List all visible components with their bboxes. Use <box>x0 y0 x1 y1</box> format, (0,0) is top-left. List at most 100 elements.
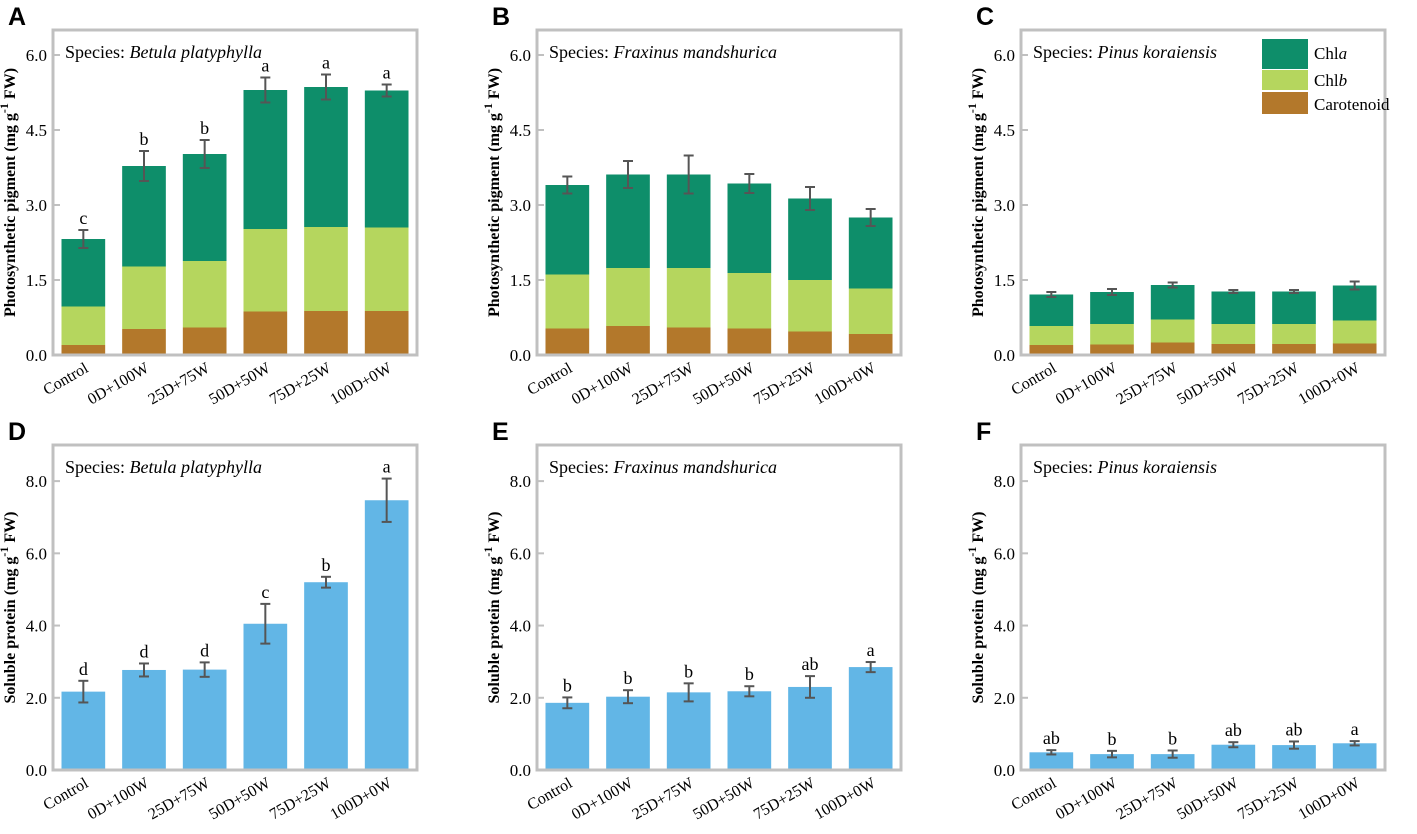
legend-chla-swatch <box>1262 39 1308 69</box>
sig-label-a-4: a <box>322 53 330 73</box>
ytick-b-4: 6.0 <box>510 46 531 65</box>
bar-d-3 <box>243 623 288 770</box>
bar-d-4 <box>304 582 348 770</box>
sig-label-a-1: b <box>140 129 149 149</box>
errorbar-d-4 <box>321 575 331 589</box>
bar-a-carotenoid-5 <box>364 311 409 355</box>
errorbar-b-2 <box>683 154 694 195</box>
species-label-a: Species: Betula platyphylla <box>65 42 262 62</box>
xtick-e-4: 75D+25W <box>751 774 819 823</box>
ytick-e-1: 2.0 <box>510 689 531 708</box>
bar-c-carotenoid-0 <box>1029 345 1074 355</box>
bar-a-carotenoid-4 <box>304 311 348 355</box>
ylabel-e-sup: -1 <box>481 547 495 557</box>
species-name-c: Pinus koraiensis <box>1097 42 1218 62</box>
panel-d: DdControld0D+100Wd25D+75Wc50D+50Wb75D+25… <box>0 418 419 823</box>
errorbar-d-3 <box>260 602 271 645</box>
xtick-c-3: 50D+50W <box>1174 359 1242 408</box>
xtick-d-4: 75D+25W <box>267 774 335 823</box>
xtick-c-1: 0D+100W <box>1053 359 1121 408</box>
errorbar-d-5 <box>381 477 392 523</box>
bar-d-5 <box>364 500 409 770</box>
errorbar-a-0 <box>78 229 89 249</box>
errorbar-c-3 <box>1228 289 1239 294</box>
legend-carotenoid-label: Carotenoid <box>1314 95 1390 114</box>
bar-e-0 <box>545 702 590 770</box>
sig-label-d-3: c <box>261 582 269 602</box>
ytick-f-0: 0.0 <box>994 761 1015 780</box>
ylabel-d: Soluble protein (mg g-1 FW) <box>0 512 19 704</box>
bar-c-chlb-5 <box>1332 320 1377 344</box>
ytick-e-3: 6.0 <box>510 544 531 563</box>
panel-f-letter: F <box>976 418 991 446</box>
bar-c-carotenoid-3 <box>1211 344 1256 355</box>
ylabel-b-end: FW) <box>486 68 503 103</box>
ytick-b-3: 4.5 <box>510 121 531 140</box>
bar-c-chla-3 <box>1211 291 1256 324</box>
xtick-b-3: 50D+50W <box>690 359 758 408</box>
bar-b-chla-4 <box>788 198 832 280</box>
species-label-d: Species: Betula platyphylla <box>65 457 262 477</box>
sig-label-f-3: ab <box>1225 720 1242 740</box>
legend-chlb-swatch <box>1262 70 1308 90</box>
panel-e-letter: E <box>492 418 509 446</box>
ylabel-a-main: Photosynthetic pigment (mg g <box>2 113 19 317</box>
panel-c-letter: C <box>976 3 994 31</box>
ytick-c-4: 6.0 <box>994 46 1015 65</box>
ylabel-d-sup: -1 <box>0 547 11 557</box>
bar-e-2 <box>666 692 711 770</box>
ylabel-f-end: FW) <box>970 512 987 547</box>
sig-label-e-3: b <box>745 664 754 684</box>
ylabel-f: Soluble protein (mg g-1 FW) <box>965 512 987 704</box>
bar-e-1 <box>606 696 650 770</box>
species-label-c: Species: Pinus koraiensis <box>1033 42 1217 62</box>
errorbar-c-0 <box>1046 291 1057 298</box>
plots-layer: AcControlb0D+100Wb25D+75Wa50D+50Wa75D+25… <box>0 3 1387 823</box>
bar-f-5 <box>1332 743 1377 770</box>
species-prefix-e: Species: <box>549 457 614 477</box>
bar-d-0 <box>61 691 106 770</box>
ylabel-c-end: FW) <box>970 68 987 103</box>
ytick-d-4: 8.0 <box>26 472 47 491</box>
sig-label-a-0: c <box>79 208 87 228</box>
ytick-c-1: 1.5 <box>994 271 1015 290</box>
sig-label-a-5: a <box>383 63 391 83</box>
bar-a-chlb-0 <box>61 306 106 345</box>
panel-b: BControl0D+100W25D+75W50D+50W75D+25W100D… <box>481 3 903 408</box>
sig-label-f-4: ab <box>1286 719 1303 739</box>
ylabel-f-main: Soluble protein (mg g <box>970 557 987 704</box>
xtick-f-1: 0D+100W <box>1053 774 1121 823</box>
ytick-d-3: 6.0 <box>26 544 47 563</box>
ytick-d-0: 0.0 <box>26 761 47 780</box>
bar-c-carotenoid-5 <box>1332 343 1377 355</box>
ylabel-e-main: Soluble protein (mg g <box>486 557 503 704</box>
bar-c-chla-4 <box>1272 291 1316 324</box>
xtick-b-5: 100D+0W <box>812 359 880 408</box>
ylabel-a: Photosynthetic pigment (mg g-1 FW) <box>0 68 19 317</box>
plot-frame-f <box>1019 443 1387 772</box>
bar-a-chlb-2 <box>182 261 227 328</box>
bar-c-chlb-1 <box>1090 324 1134 345</box>
xtick-e-2: 25D+75W <box>630 774 698 823</box>
xtick-e-5: 100D+0W <box>812 774 880 823</box>
errorbar-b-0 <box>562 175 573 195</box>
bar-c-chla-1 <box>1090 292 1134 324</box>
sig-label-d-1: d <box>140 641 149 661</box>
ylabel-a-sup: -1 <box>0 103 11 113</box>
xtick-f-5: 100D+0W <box>1296 774 1364 823</box>
xtick-f-3: 50D+50W <box>1174 774 1242 823</box>
errorbar-c-2 <box>1167 281 1178 289</box>
bar-a-chla-2 <box>182 154 227 261</box>
ylabel-c: Photosynthetic pigment (mg g-1 FW) <box>965 68 987 317</box>
xtick-a-3: 50D+50W <box>206 359 274 408</box>
sig-label-e-1: b <box>624 668 633 688</box>
xtick-a-2: 25D+75W <box>146 359 214 408</box>
errorbar-e-3 <box>744 685 755 698</box>
bar-b-carotenoid-5 <box>848 334 893 355</box>
bar-b-carotenoid-4 <box>788 331 832 355</box>
ytick-d-1: 2.0 <box>26 689 47 708</box>
xtick-a-1: 0D+100W <box>85 359 153 408</box>
xtick-c-2: 25D+75W <box>1114 359 1182 408</box>
plot-frame-a <box>51 28 419 357</box>
legend-chla-label: Chla <box>1314 44 1347 63</box>
